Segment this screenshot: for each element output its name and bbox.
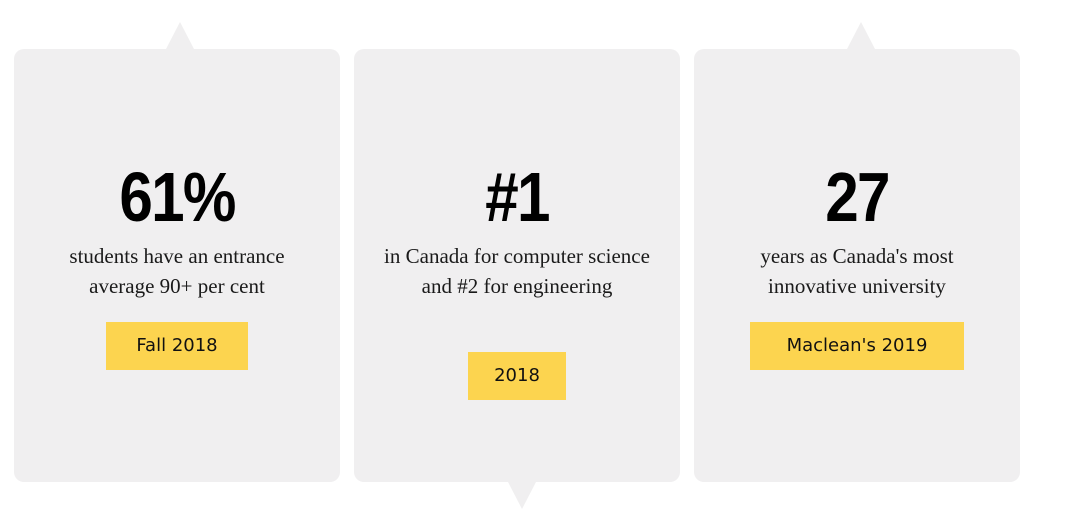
stat-description: years as Canada's most innovative univer… <box>760 244 954 298</box>
stat-value: 27 <box>825 158 890 236</box>
stat-source-badge: Maclean's 2019 <box>750 322 964 370</box>
card-pointer <box>847 22 875 49</box>
stat-source-badge: 2018 <box>468 352 566 400</box>
stat-value: #1 <box>485 158 550 236</box>
stat-description: in Canada for computer science and #2 fo… <box>384 244 650 298</box>
stat-card-innovation: 27 years as Canada's most innovative uni… <box>694 22 1020 482</box>
card-pointer <box>508 482 536 509</box>
card-pointer <box>166 22 194 49</box>
stat-description: students have an entrance average 90+ pe… <box>69 244 285 298</box>
stat-card-entrance-average: 61% students have an entrance average 90… <box>14 22 340 482</box>
stat-card-ranking: #1 in Canada for computer science and #2… <box>354 49 680 509</box>
stat-value: 61% <box>119 158 236 236</box>
stat-source-badge: Fall 2018 <box>106 322 248 370</box>
